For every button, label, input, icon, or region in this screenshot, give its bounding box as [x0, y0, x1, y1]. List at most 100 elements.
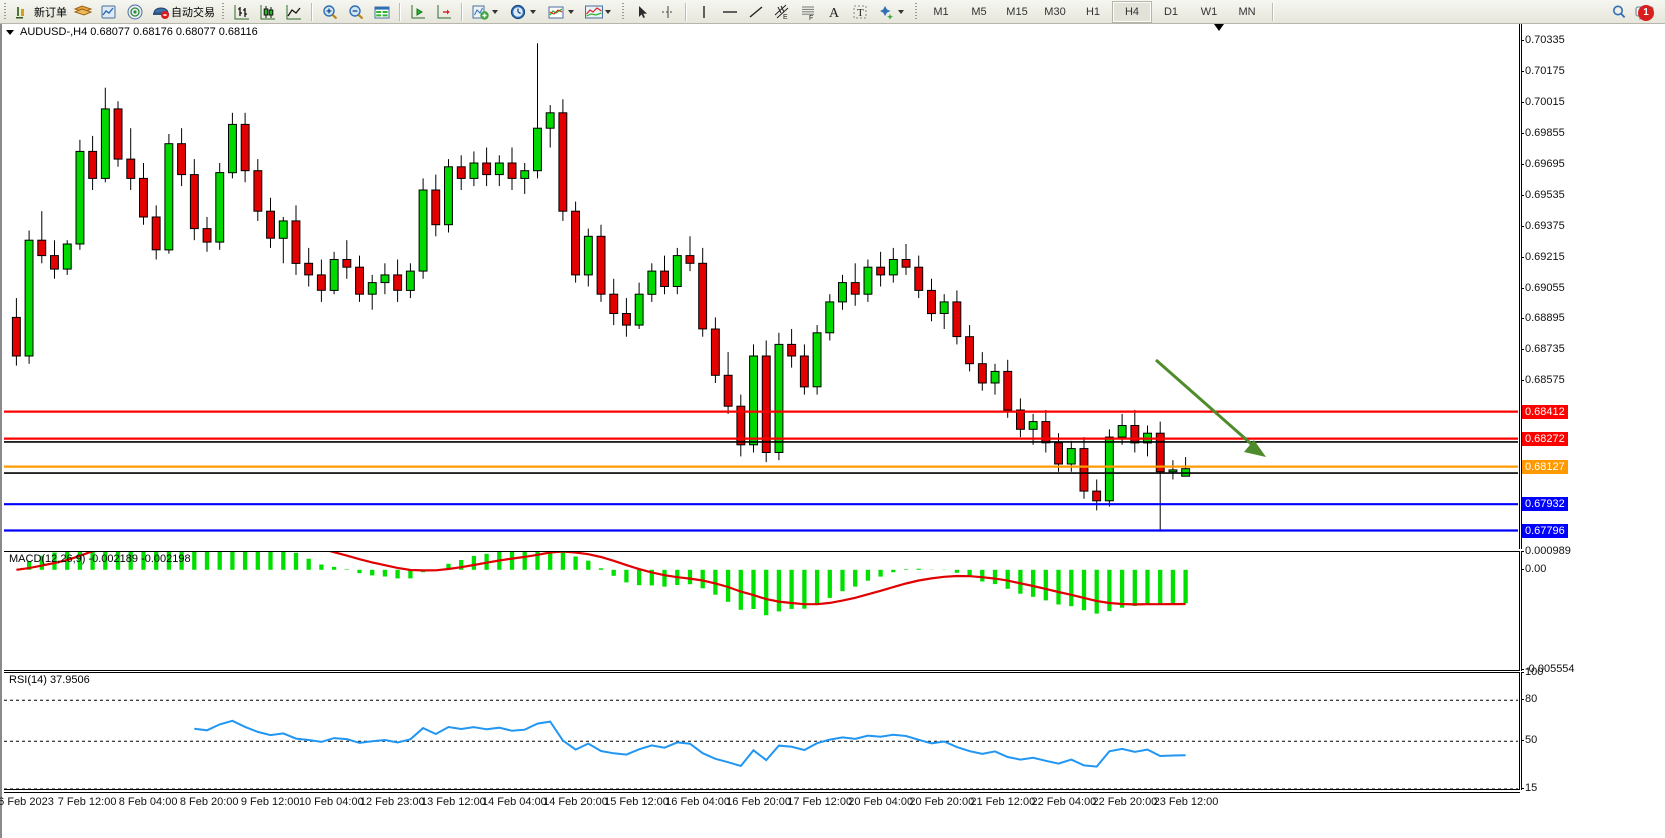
notification-button[interactable]: 1 [1632, 1, 1665, 23]
templates-dropdown-arrow[interactable] [568, 9, 574, 14]
down-trend-arrow [1155, 358, 1266, 457]
search-button[interactable] [1606, 1, 1632, 23]
price-tick: 0.69535 [1521, 188, 1565, 201]
new-order-label: 新订单 [34, 6, 67, 19]
objects-button[interactable] [873, 1, 911, 23]
time-tick-label: 12 Feb 23:00 [359, 796, 425, 808]
text-label-button[interactable]: A [821, 1, 847, 23]
templates-button[interactable] [543, 1, 581, 23]
price-level-badge[interactable]: 0.68272 [1522, 431, 1568, 446]
time-tick-label: 22 Feb 20:00 [1092, 796, 1158, 808]
text-button[interactable]: T [847, 1, 873, 23]
crosshair-button[interactable] [655, 1, 681, 23]
toolbar-grip-2[interactable] [221, 2, 226, 21]
price-level-badge[interactable]: 0.68412 [1522, 404, 1568, 419]
data-window-icon [99, 3, 119, 21]
rsi-tick: 80 [1520, 693, 1538, 706]
macd-pane[interactable]: MACD(12,26,9) -0.002189 -0.002198 [4, 551, 1520, 671]
time-tick-label: 21 Feb 12:00 [970, 796, 1036, 808]
bar-chart-button[interactable] [229, 1, 255, 23]
price-tick: 0.70335 [1521, 34, 1565, 47]
grid-button[interactable] [369, 1, 395, 23]
fibonacci-button[interactable]: F [795, 1, 821, 23]
candlestick-chart-icon [258, 3, 278, 21]
new-order-button[interactable]: 新订单 [11, 1, 70, 23]
objects-dropdown-arrow[interactable] [898, 9, 904, 14]
price-tick: 0.68575 [1521, 374, 1565, 387]
trend-line-button[interactable] [743, 1, 769, 23]
chart-template-dropdown-arrow[interactable] [605, 9, 611, 14]
timeframe-m1[interactable]: M1 [933, 5, 949, 18]
time-tick-label: 16 Feb 04:00 [665, 796, 731, 808]
equidistant-channel-icon: E [772, 3, 792, 21]
svg-text:T: T [857, 7, 864, 19]
macd-plot [16, 552, 1188, 616]
price-level-badge[interactable]: 0.67796 [1522, 523, 1568, 538]
cursor-button[interactable] [629, 1, 655, 23]
chart-area[interactable]: AUDUSD-,H4 0.68077 0.68176 0.68077 0.681… [0, 24, 1665, 838]
notification-count: 1 [1638, 4, 1654, 21]
chart-window-icon [583, 3, 603, 21]
crosshair-icon [658, 3, 678, 21]
line-chart-icon [284, 3, 304, 21]
timeframe-m15[interactable]: M15 [1006, 5, 1028, 18]
market-watch-button[interactable] [122, 1, 148, 23]
price-tick: 0.70175 [1521, 65, 1565, 78]
equidistant-channel-button[interactable]: E [769, 1, 795, 23]
zoom-out-button[interactable] [343, 1, 369, 23]
indicators-button[interactable] [467, 1, 505, 23]
timeframe-h4[interactable]: H4 [1112, 0, 1152, 23]
timeframe-m30[interactable]: M30 [1044, 5, 1066, 18]
symbol-dropdown-icon[interactable] [6, 29, 14, 35]
price-level-badge[interactable]: 0.67932 [1522, 497, 1568, 512]
zoom-in-button[interactable] [317, 1, 343, 23]
time-axis[interactable]: 6 Feb 2023 7 Feb 12:00 8 Feb 04:00 8 Feb 20… [0, 792, 1520, 812]
timeframe-w1[interactable]: W1 [1200, 5, 1218, 18]
candlestick-chart-button[interactable] [255, 1, 281, 23]
macd-tick: 0.00 [1520, 562, 1547, 575]
auto-scroll-button[interactable] [405, 1, 431, 23]
price-tick: 0.69695 [1521, 157, 1565, 170]
timeframe-h1[interactable]: H1 [1085, 5, 1101, 18]
chart-template-button[interactable] [581, 1, 618, 23]
price-scale[interactable]: 0.70335 0.70175 0.70015 0.69855 0.69695 0.695… [1521, 24, 1665, 549]
rsi-tick: 100 [1520, 666, 1544, 678]
time-tick-label: 22 Feb 04:00 [1031, 796, 1097, 808]
macd-tick: 0.000989 [1521, 545, 1571, 557]
price-tick: 0.68895 [1521, 312, 1565, 325]
time-tick-label: 9 Feb 12:00 [240, 796, 300, 808]
autotrading-button[interactable]: 自动交易 [148, 1, 218, 23]
line-chart-button[interactable] [281, 1, 307, 23]
horizontal-line-button[interactable] [717, 1, 743, 23]
templates-icon [546, 3, 566, 21]
macd-label: MACD(12,26,9) -0.002189 -0.002198 [9, 553, 191, 565]
chart-shift-button[interactable] [431, 1, 457, 23]
grid-icon [372, 3, 392, 21]
time-tick-label: 14 Feb 20:00 [543, 796, 608, 808]
rsi-label: RSI(14) 37.9506 [9, 674, 90, 686]
indicators-dropdown-arrow[interactable] [492, 9, 498, 14]
price-level-badge[interactable]: 0.68127 [1522, 459, 1568, 474]
timeframe-mn[interactable]: MN [1238, 5, 1256, 18]
price-pane[interactable] [4, 24, 1520, 549]
timeframe-d1[interactable]: D1 [1163, 5, 1179, 18]
candlestick-plot [4, 43, 1518, 532]
time-tick-label: 16 Feb 20:00 [726, 796, 792, 808]
notification-icon: 1 [1635, 3, 1659, 21]
chart-top-marker [1214, 24, 1224, 31]
data-window-button[interactable] [96, 1, 122, 23]
toolbar-grip-4[interactable] [914, 2, 919, 21]
timeframe-m5[interactable]: M5 [971, 5, 987, 18]
time-tick-label: 8 Feb 20:00 [179, 796, 239, 808]
macd-scale[interactable]: 0.000989 0.00 -0.005554 [1520, 545, 1665, 675]
period-dropdown-arrow[interactable] [530, 9, 536, 14]
rsi-scale[interactable]: 100 80 50 15 [1520, 666, 1665, 794]
time-tick-label: 6 Feb 2023 [0, 796, 54, 808]
toolbar-grip[interactable] [3, 2, 8, 21]
folders-button[interactable] [70, 1, 96, 23]
rsi-pane[interactable]: RSI(14) 37.9506 [4, 672, 1520, 790]
text-icon: T [850, 3, 870, 21]
toolbar-grip-3[interactable] [621, 2, 626, 21]
vertical-line-button[interactable] [691, 1, 717, 23]
period-button[interactable] [505, 1, 543, 23]
